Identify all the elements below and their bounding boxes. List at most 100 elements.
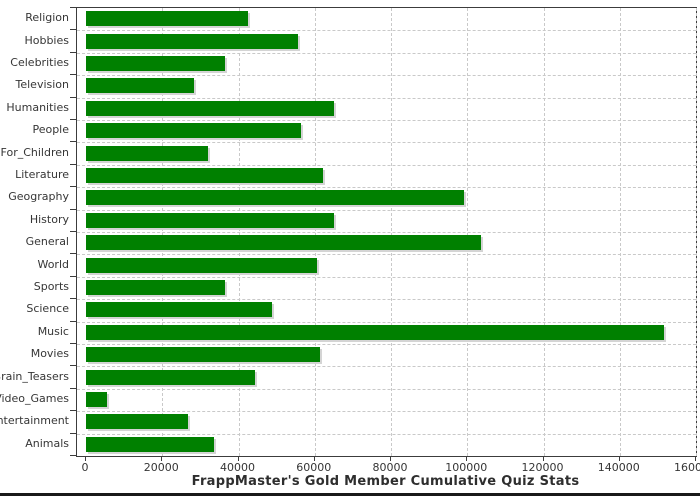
horizontal-gridline <box>77 299 696 301</box>
horizontal-gridline <box>77 411 696 413</box>
value-axis-label: 160000 <box>674 461 700 474</box>
bar-science <box>86 302 272 318</box>
category-axis-tick <box>70 253 76 255</box>
category-axis-tick <box>70 74 76 76</box>
category-label-history: History <box>29 212 69 226</box>
category-label-general: General <box>25 235 69 249</box>
bar-literature <box>86 168 324 183</box>
category-axis-tick <box>70 320 76 322</box>
value-axis-tick <box>390 456 391 461</box>
category-label-entertainment: Entertainment <box>0 414 69 428</box>
value-axis-label: 140000 <box>597 461 640 474</box>
category-label-science: Science <box>26 302 69 316</box>
horizontal-gridline <box>77 52 696 54</box>
category-label-video_games: Video_Games <box>0 392 69 405</box>
bar-for_children <box>86 145 208 161</box>
category-label-for_children: For_Children <box>0 145 69 159</box>
bar-animals <box>86 436 215 452</box>
bottom-divider-line <box>0 493 700 496</box>
bar-movies <box>86 347 321 363</box>
value-axis-label: 20000 <box>143 461 179 474</box>
category-label-humanities: Humanities <box>6 100 69 114</box>
category-axis-tick <box>70 96 76 98</box>
category-label-hobbies: Hobbies <box>24 33 69 47</box>
bar-general <box>86 235 481 251</box>
category-axis-tick <box>70 51 76 53</box>
category-label-animals: Animals <box>25 436 69 450</box>
category-label-geography: Geography <box>8 190 69 204</box>
bar-world <box>86 257 317 273</box>
bar-video_games <box>86 392 107 407</box>
chart-title: FrappMaster's Gold Member Cumulative Qui… <box>191 474 580 489</box>
plot-area <box>76 7 697 457</box>
category-axis-tick <box>70 432 76 434</box>
horizontal-gridline <box>77 433 696 435</box>
horizontal-gridline <box>77 120 696 121</box>
category-axis-tick <box>70 141 76 143</box>
value-axis-tick <box>161 456 163 461</box>
value-axis-tick <box>618 456 620 461</box>
value-axis-tick <box>542 456 544 461</box>
value-axis-label: 60000 <box>296 461 332 474</box>
bar-hobbies <box>86 33 298 49</box>
horizontal-gridline <box>77 366 696 368</box>
category-label-literature: Literature <box>15 168 69 181</box>
bar-sports <box>86 280 226 295</box>
category-axis-tick <box>70 7 76 8</box>
category-label-world: World <box>37 257 69 271</box>
horizontal-gridline <box>77 254 696 256</box>
bar-humanities <box>86 100 334 116</box>
value-axis-tick <box>466 456 468 461</box>
bar-religion <box>86 11 248 27</box>
category-axis-tick <box>70 343 76 344</box>
value-axis-label: 120000 <box>521 461 564 474</box>
category-axis-tick <box>70 231 76 232</box>
bar-geography <box>86 190 464 206</box>
value-axis-tick <box>695 456 696 461</box>
horizontal-gridline <box>77 187 696 189</box>
bar-television <box>86 78 195 94</box>
value-axis-label: 80000 <box>372 461 408 474</box>
bar-history <box>86 212 334 228</box>
category-label-television: Television <box>15 78 70 92</box>
category-label-religion: Religion <box>25 11 69 25</box>
category-label-celebrities: Celebrities <box>10 56 69 69</box>
bar-entertainment <box>86 414 189 430</box>
horizontal-gridline <box>77 97 696 99</box>
category-axis-tick <box>70 119 76 120</box>
category-axis-tick <box>70 29 76 31</box>
value-axis-tick <box>237 456 239 461</box>
category-axis-tick <box>70 275 76 277</box>
category-axis-tick <box>70 163 76 165</box>
category-label-people: People <box>32 123 69 137</box>
category-axis-tick <box>70 186 76 188</box>
category-label-brain_teasers: Brain_Teasers <box>0 369 69 383</box>
value-axis-tick <box>85 456 86 461</box>
horizontal-gridline <box>77 30 696 32</box>
category-axis-tick <box>70 298 76 300</box>
horizontal-gridline <box>77 321 696 323</box>
bar-people <box>86 123 302 139</box>
horizontal-gridline <box>77 344 696 345</box>
category-label-sports: Sports <box>33 280 69 293</box>
horizontal-gridline <box>77 209 696 211</box>
category-axis-tick <box>70 410 76 412</box>
value-axis-label: 100000 <box>445 461 488 474</box>
horizontal-gridline <box>77 164 696 166</box>
value-axis-tick <box>313 456 315 461</box>
bar-brain_teasers <box>86 369 256 385</box>
horizontal-gridline <box>77 276 696 278</box>
horizontal-gridline <box>77 388 696 390</box>
category-label-movies: Movies <box>30 347 69 361</box>
bar-celebrities <box>86 56 226 71</box>
horizontal-gridline <box>77 75 696 77</box>
bar-music <box>86 324 665 340</box>
horizontal-gridline <box>77 142 696 144</box>
category-axis-tick <box>70 208 76 210</box>
value-axis-label: 0 <box>81 461 89 474</box>
vertical-gridline <box>696 8 697 456</box>
horizontal-gridline <box>77 232 696 233</box>
category-axis-tick <box>70 455 76 456</box>
category-label-music: Music <box>37 324 69 338</box>
